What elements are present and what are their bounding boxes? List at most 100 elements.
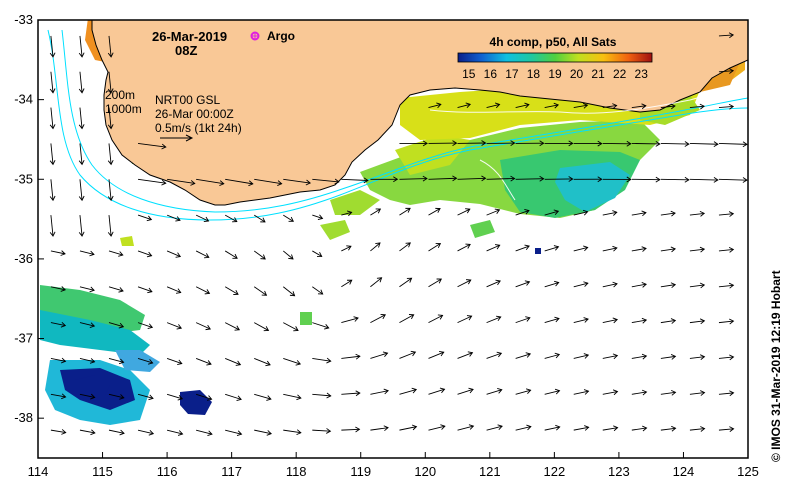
current-vector (602, 247, 617, 252)
current-vector-head (234, 325, 241, 331)
current-vector (79, 286, 95, 291)
current-vector (660, 248, 676, 252)
current-vector (428, 351, 444, 359)
current-vector-head (118, 251, 124, 257)
current-vector (108, 71, 112, 93)
current-vector-head (148, 394, 154, 401)
colorbar-tick-label: 22 (613, 67, 627, 81)
current-vector (544, 318, 560, 324)
current-vector-head (713, 177, 719, 183)
current-vector-head (524, 244, 530, 251)
current-vector (486, 425, 503, 431)
current-vector (225, 429, 242, 435)
current-vector-head (467, 351, 474, 357)
current-vector-head (742, 141, 748, 148)
current-vector-head (147, 323, 154, 329)
current-vector (428, 243, 441, 252)
current-vector (602, 211, 617, 216)
current-vector-head (554, 316, 560, 323)
current-vector-head (146, 215, 153, 222)
current-vector (108, 143, 112, 165)
current-vector-head (494, 244, 501, 250)
current-vector (283, 393, 301, 399)
current-vector-head (107, 88, 114, 94)
current-vector-head (641, 210, 647, 217)
current-vector (602, 105, 617, 109)
current-vector-head (568, 176, 574, 182)
current-vector-head (266, 395, 272, 401)
current-vector-head (89, 322, 96, 329)
current-vector (486, 280, 501, 288)
current-vector-head (176, 324, 183, 330)
current-vector-head (89, 358, 96, 364)
current-vector (689, 428, 705, 431)
current-vector-head (583, 389, 590, 395)
current-vector-head (728, 211, 735, 217)
current-vector (137, 178, 166, 184)
current-vector-head (61, 393, 67, 400)
current-vector-head (481, 175, 487, 182)
current-vector-head (263, 326, 270, 332)
current-vector-head (497, 388, 503, 394)
colorbar-ticks: 15 16 17 18 19 20 21 22 23 (462, 67, 648, 81)
current-vector-head (78, 159, 85, 166)
current-vector (689, 248, 705, 252)
current-vector-head (206, 360, 212, 366)
current-vector (108, 107, 112, 129)
current-vector (718, 178, 747, 181)
current-vector-head (440, 424, 446, 430)
contour-1000m-label: 1000m (105, 102, 142, 116)
current-vector-head (296, 429, 302, 436)
current-vector-head (612, 389, 619, 396)
current-vector-head (497, 424, 503, 430)
current-vector (137, 250, 152, 257)
current-vector-head (107, 231, 114, 237)
current-vector-head (118, 287, 124, 293)
current-vector (399, 242, 411, 252)
current-vector-head (61, 429, 67, 435)
current-vector (428, 278, 442, 288)
current-vector (718, 105, 734, 109)
current-vector-head (655, 176, 661, 183)
current-vector-head (422, 140, 428, 147)
current-vector (108, 215, 112, 237)
current-vector (253, 214, 266, 223)
current-vector (341, 428, 360, 431)
current-vector (79, 179, 83, 201)
contour-200m-label: 200m (105, 88, 135, 102)
current-vector (428, 103, 441, 109)
current-vector-head (205, 324, 211, 331)
current-vector-head (410, 350, 417, 357)
current-vector (50, 71, 54, 93)
current-vector (50, 358, 66, 362)
argo-label: Argo (267, 29, 295, 43)
current-vector-head (553, 209, 560, 215)
current-vector-head (612, 281, 618, 288)
current-vector (195, 214, 209, 222)
current-vector (660, 105, 676, 109)
current-vector (283, 214, 294, 222)
current-vector-head (612, 353, 619, 360)
current-vector-head (119, 394, 125, 400)
current-vector (689, 105, 705, 109)
current-vector-head (670, 210, 676, 217)
current-vector-head (260, 254, 266, 260)
current-vector-head (597, 176, 603, 183)
current-vector (79, 107, 83, 129)
current-vector-head (355, 390, 361, 397)
current-vector-head (613, 425, 619, 432)
current-vector-head (60, 250, 66, 256)
current-vector-head (190, 180, 196, 186)
current-vector-head (60, 321, 67, 328)
current-vector-head (655, 141, 661, 147)
current-vector-head (584, 425, 590, 431)
current-vector-head (383, 388, 389, 395)
current-vector (573, 282, 588, 288)
current-vector (137, 393, 154, 399)
current-vector (515, 245, 530, 252)
current-vector (544, 426, 560, 431)
current-vector-head (219, 180, 225, 186)
plot-frame (37, 19, 749, 459)
argo-marker-icon (250, 31, 260, 41)
current-vector-head (554, 388, 561, 395)
